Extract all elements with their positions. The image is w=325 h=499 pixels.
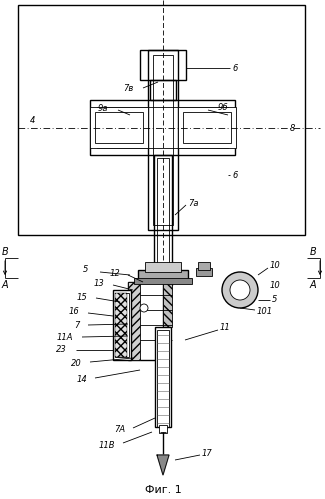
Bar	[113, 290, 131, 360]
Text: 7А: 7А	[114, 426, 125, 435]
Bar	[128, 282, 140, 360]
Text: 16: 16	[68, 307, 79, 316]
Text: B: B	[2, 247, 9, 257]
Text: 4: 4	[30, 115, 35, 124]
Bar	[157, 158, 169, 285]
Text: 7: 7	[75, 320, 80, 329]
Bar	[95, 112, 143, 143]
Bar	[234, 284, 246, 296]
Text: 6: 6	[232, 171, 237, 180]
Text: 6: 6	[232, 63, 237, 72]
Text: 9а: 9а	[98, 103, 108, 112]
Text: 5: 5	[83, 265, 88, 274]
Text: 9б: 9б	[218, 102, 228, 111]
Text: A: A	[2, 280, 9, 290]
Text: 12: 12	[109, 269, 120, 278]
Text: 7а: 7а	[188, 199, 199, 208]
Text: 7в: 7в	[123, 83, 133, 92]
Polygon shape	[157, 455, 169, 475]
Text: 10: 10	[270, 280, 281, 289]
Bar	[90, 107, 148, 148]
Text: 101: 101	[257, 307, 273, 316]
Bar	[196, 268, 212, 276]
Text: 10: 10	[270, 260, 281, 269]
Text: 23: 23	[56, 345, 67, 354]
Bar	[18, 5, 305, 235]
Text: 17: 17	[202, 450, 213, 459]
Text: 15: 15	[76, 292, 87, 301]
Circle shape	[230, 280, 250, 300]
Bar	[178, 107, 236, 148]
Bar	[155, 327, 171, 427]
Bar	[198, 262, 210, 270]
Bar	[115, 293, 127, 357]
Bar	[90, 100, 235, 155]
Bar	[128, 282, 163, 360]
Text: Фиг. 1: Фиг. 1	[145, 485, 181, 495]
Bar	[159, 425, 167, 433]
Circle shape	[222, 272, 258, 308]
Bar	[163, 282, 172, 327]
Bar	[150, 80, 176, 100]
Bar	[145, 262, 181, 272]
Bar	[183, 112, 231, 143]
Text: 8: 8	[290, 123, 295, 133]
Text: 13: 13	[93, 279, 104, 288]
Bar	[115, 293, 129, 357]
Text: 5: 5	[272, 295, 277, 304]
Bar	[134, 278, 192, 284]
Text: 11А: 11А	[57, 332, 73, 341]
Text: B: B	[310, 247, 317, 257]
Bar	[153, 55, 173, 225]
Bar	[148, 50, 178, 230]
Bar	[157, 330, 169, 427]
Text: 11В: 11В	[98, 441, 115, 450]
Bar	[97, 107, 228, 148]
Bar	[154, 155, 172, 285]
Text: A: A	[310, 280, 317, 290]
Bar	[138, 270, 188, 282]
Text: 11: 11	[220, 323, 231, 332]
Circle shape	[140, 304, 148, 312]
Text: 20: 20	[71, 358, 82, 367]
Text: 14: 14	[76, 376, 87, 385]
Bar	[140, 50, 186, 80]
